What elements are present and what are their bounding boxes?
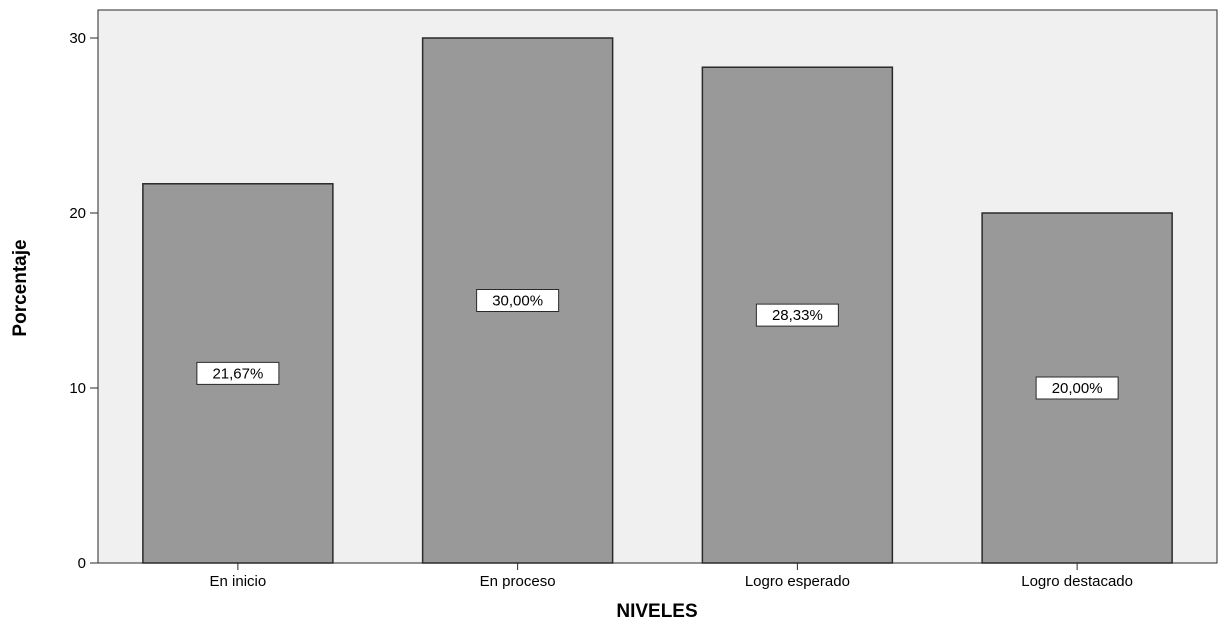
data-labels: 21,67% 30,00% 28,33% 20,00% [196, 289, 1119, 400]
x-tick-label: Logro esperado [745, 573, 850, 590]
x-tick-label: En inicio [210, 573, 267, 590]
data-label-box [196, 361, 280, 385]
y-tick-label: 0 [78, 555, 86, 572]
data-label: 21,67% [212, 365, 263, 382]
x-tick-label: Logro destacado [1021, 573, 1133, 590]
y-axis: 0 10 20 30 [69, 30, 98, 572]
y-axis-title: Porcentaje [10, 239, 31, 336]
data-label-box [1035, 376, 1119, 400]
data-label: 28,33% [772, 307, 823, 324]
data-label: 30,00% [492, 293, 543, 310]
x-axis: En inicio En proceso Logro esperado Logro d… [210, 563, 1133, 590]
data-label-box [476, 289, 560, 312]
y-tick-label: 30 [69, 30, 86, 47]
data-label: 20,00% [1052, 380, 1103, 397]
x-axis-title: NIVELES [616, 601, 697, 622]
x-tick-label: En proceso [480, 573, 556, 590]
y-tick-label: 10 [69, 380, 86, 397]
data-label-box [755, 303, 839, 327]
y-tick-label: 20 [69, 205, 86, 222]
